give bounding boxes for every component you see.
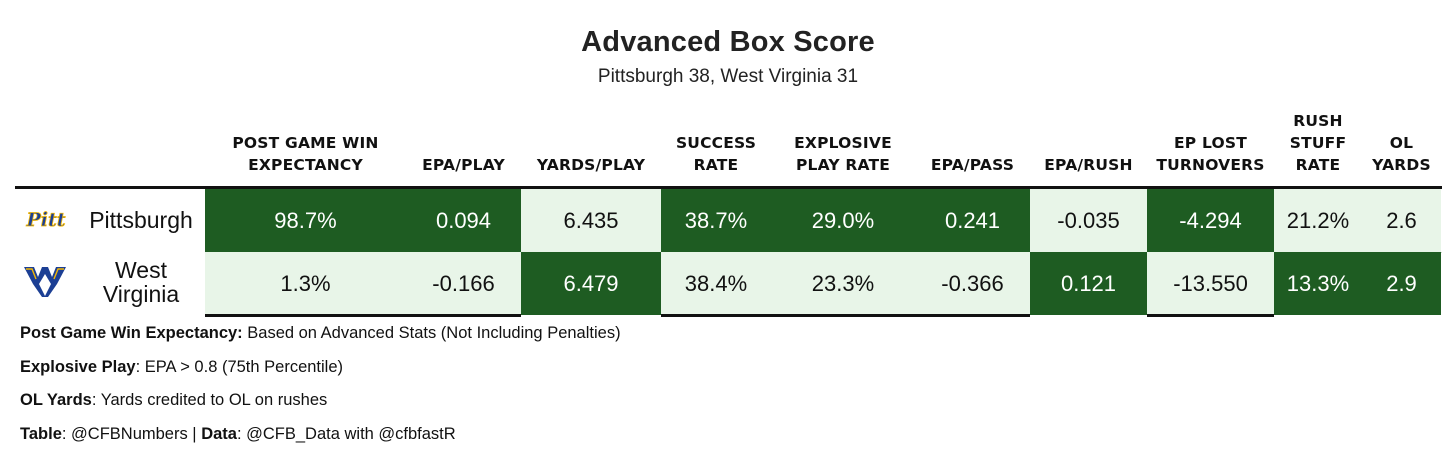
table-cell-explosive: 23.3% xyxy=(771,252,915,315)
table-cell-explosive: 29.0% xyxy=(771,189,915,252)
column-header-line: OL xyxy=(1389,134,1414,152)
column-header-success: SUCCESS RATE xyxy=(661,132,771,176)
column-header-line: EPA/RUSH xyxy=(1044,156,1133,174)
column-header-line: RUSH xyxy=(1293,112,1343,130)
footnote-win-expectancy: Post Game Win Expectancy: Based on Advan… xyxy=(20,324,621,342)
table-cell-ol: 2.9 xyxy=(1362,252,1441,315)
table-cell-stuff: 21.2% xyxy=(1274,189,1362,252)
table-cell-success: 38.7% xyxy=(661,189,771,252)
wvu-logo-icon xyxy=(24,267,66,297)
column-header-line: EXPLOSIVE xyxy=(794,134,892,152)
table-subtitle: Pittsburgh 38, West Virginia 31 xyxy=(597,66,859,87)
column-header-line: PLAY RATE xyxy=(795,156,891,174)
column-header-ep_lost: EP LOST TURNOVERS xyxy=(1147,132,1274,176)
column-header-wp: POST GAME WIN EXPECTANCY xyxy=(205,132,406,176)
table-cell-yards_play: 6.479 xyxy=(521,252,661,315)
column-header-line: EPA/PLAY xyxy=(422,156,505,174)
table-bottom-rule xyxy=(771,314,915,317)
table-cell-epa_play: 0.094 xyxy=(406,189,521,252)
footnote-ol-yards: OL Yards: Yards credited to OL on rushes xyxy=(20,391,328,409)
table-title: Advanced Box Score xyxy=(581,26,875,58)
column-header-line: EXPECTANCY xyxy=(248,156,363,174)
table-cell-epa_play: -0.166 xyxy=(406,252,521,315)
table-row: West Virginia 1.3% -0.166 6.479 38.4% 23.3% -0… xyxy=(15,252,1442,315)
column-header-ol: OL YARDS xyxy=(1362,132,1441,176)
table-bottom-rule xyxy=(661,314,771,317)
table-cell-wp: 1.3% xyxy=(205,252,406,315)
table-bottom-rule xyxy=(406,314,521,317)
column-header-stuff: RUSH STUFF RATE xyxy=(1274,110,1362,176)
footnote-explosive-play: Explosive Play: EPA > 0.8 (75th Percenti… xyxy=(20,358,344,376)
table-cell-epa_pass: -0.366 xyxy=(915,252,1030,315)
column-header-epa_play: EPA/PLAY xyxy=(406,154,521,176)
column-header-row: POST GAME WIN EXPECTANCY EPA/PLAY YARDS/PLA… xyxy=(0,108,1456,186)
table-bottom-rule xyxy=(915,314,1030,317)
column-header-line: RATE xyxy=(693,156,739,174)
table-cell-epa_rush: -0.035 xyxy=(1030,189,1147,252)
team-name: West Virginia xyxy=(102,257,180,307)
table-cell-ep_lost: -4.294 xyxy=(1147,189,1274,252)
team-cell-west-virginia: West Virginia xyxy=(15,252,205,315)
column-header-line: STUFF xyxy=(1289,134,1347,152)
svg-text:Pitt: Pitt xyxy=(25,209,65,231)
table-cell-wp: 98.7% xyxy=(205,189,406,252)
column-header-yards_play: YARDS/PLAY xyxy=(521,154,661,176)
table-cell-epa_pass: 0.241 xyxy=(915,189,1030,252)
column-header-epa_rush: EPA/RUSH xyxy=(1030,154,1147,176)
team-name: Pittsburgh xyxy=(89,207,193,233)
table-cell-ol: 2.6 xyxy=(1362,189,1441,252)
table-cell-success: 38.4% xyxy=(661,252,771,315)
column-header-line: POST GAME WIN xyxy=(232,134,379,152)
column-header-epa_pass: EPA/PASS xyxy=(915,154,1030,176)
column-header-explosive: EXPLOSIVE PLAY RATE xyxy=(771,132,915,176)
column-header-line: SUCCESS xyxy=(675,134,757,152)
table-bottom-rule xyxy=(205,314,406,317)
table-cell-ep_lost: -13.550 xyxy=(1147,252,1274,315)
pitt-logo-icon: Pitt xyxy=(25,209,66,232)
table-bottom-rule xyxy=(1147,314,1274,317)
column-header-line: EP LOST xyxy=(1174,134,1247,152)
table-top-rule xyxy=(15,186,1442,189)
team-cell-pittsburgh: Pitt Pittsburgh xyxy=(15,189,205,252)
table-cell-stuff: 13.3% xyxy=(1274,252,1362,315)
column-header-line: TURNOVERS xyxy=(1156,156,1265,174)
column-header-line: EPA/PASS xyxy=(930,156,1015,174)
column-header-line: YARDS xyxy=(1372,156,1431,174)
column-header-line: RATE xyxy=(1295,156,1341,174)
table-cell-yards_play: 6.435 xyxy=(521,189,661,252)
table-row: Pitt Pittsburgh 98.7% 0.094 6.435 38.7% 29.0… xyxy=(15,189,1442,252)
table-cell-epa_rush: 0.121 xyxy=(1030,252,1147,315)
column-header-line: YARDS/PLAY xyxy=(536,156,646,174)
footnote-credits: Table: @CFBNumbers | Data: @CFB_Data wit… xyxy=(20,425,456,443)
